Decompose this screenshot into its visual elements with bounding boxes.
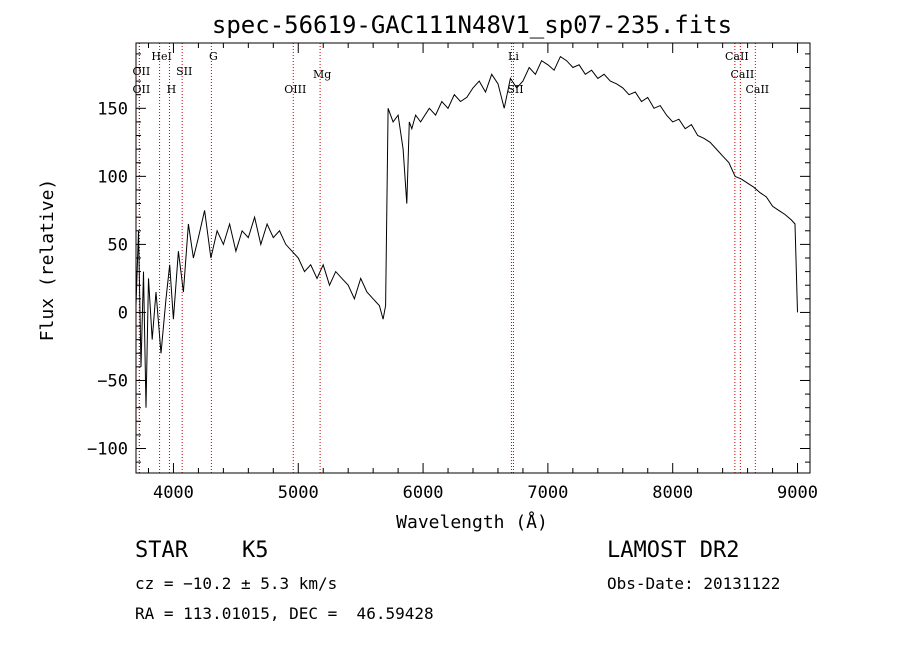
y-axis: −100 −50 0 50 100 150 [87, 53, 810, 463]
y-tick-label: 150 [97, 99, 128, 119]
x-axis: 4000 5000 6000 7000 8000 9000 [147, 43, 818, 503]
line-marker-label: HeI [151, 50, 171, 63]
y-tick-label: 50 [108, 235, 128, 255]
line-marker-label: SII [507, 83, 523, 96]
x-tick-label: 8000 [652, 483, 693, 503]
x-tick-label: 9000 [777, 483, 818, 503]
line-marker-label: Li [508, 50, 519, 63]
line-marker-label: CaII [745, 83, 769, 96]
object-class: STAR [135, 538, 188, 563]
ra-dec: RA = 113.01015, DEC = 46.59428 [135, 604, 434, 623]
x-axis-label: Wavelength (Å) [396, 511, 548, 533]
line-marker-label: SII [176, 65, 192, 78]
spectrum-line [135, 55, 798, 408]
y-axis-label: Flux (relative) [37, 179, 58, 342]
y-tick-label: 0 [118, 303, 128, 323]
line-marker-label: OII [133, 83, 151, 96]
line-marker-label: G [209, 50, 218, 63]
line-marker-label: OIII [284, 83, 306, 96]
x-tick-label: 4000 [153, 483, 194, 503]
survey-name: LAMOST DR2 [607, 538, 740, 563]
redshift-cz: cz = −10.2 ± 5.3 km/s [135, 574, 338, 593]
obs-date: Obs-Date: 20131122 [607, 574, 781, 593]
line-marker-label: CaII [725, 50, 749, 63]
plot-frame [135, 42, 811, 474]
x-tick-label: 5000 [278, 483, 319, 503]
y-tick-label: −50 [97, 371, 128, 391]
x-tick-label: 7000 [527, 483, 568, 503]
line-marker-label: OII [133, 65, 151, 78]
line-marker-label: H [167, 83, 177, 96]
line-marker-label: CaII [731, 68, 755, 81]
y-tick-label: −100 [87, 440, 128, 460]
x-tick-label: 6000 [403, 483, 444, 503]
chart-title: spec-56619-GAC111N48V1_sp07-235.fits [212, 11, 732, 39]
line-marker-label: Mg [313, 68, 331, 81]
y-tick-label: 100 [97, 167, 128, 187]
object-subclass: K5 [242, 538, 269, 563]
